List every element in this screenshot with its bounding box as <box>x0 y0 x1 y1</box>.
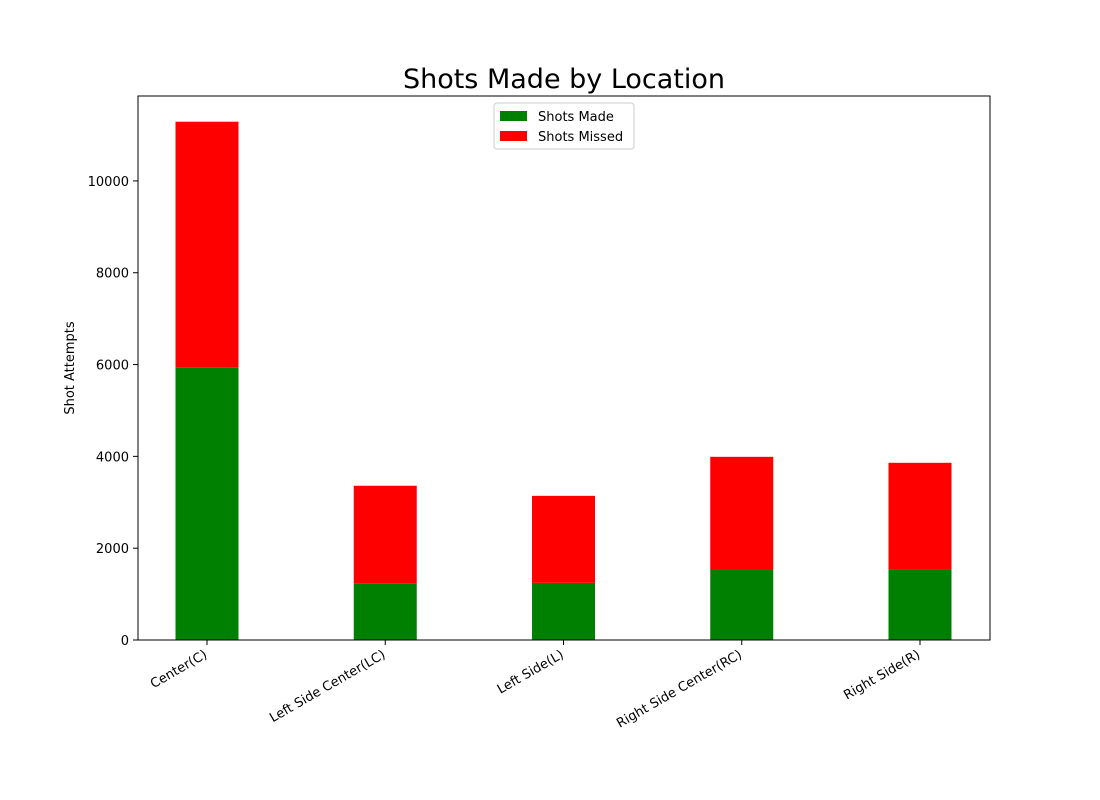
y-tick-label-3: 6000 <box>96 359 129 374</box>
bar-shots-missed-0 <box>175 121 239 368</box>
bar-shots-made-0 <box>175 367 239 640</box>
y-axis-label: Shot Attempts <box>63 321 78 415</box>
bar-shots-made-2 <box>532 582 595 640</box>
x-tick-label-1: Left Side Center(LC) <box>267 647 388 726</box>
y-tick-label-2: 4000 <box>96 450 129 465</box>
legend-swatch-shots-made <box>500 111 527 121</box>
legend-label-shots-missed: Shots Missed <box>538 130 623 145</box>
bar-shots-made-3 <box>710 569 774 640</box>
bar-shots-missed-4 <box>888 462 952 570</box>
chart-title: Shots Made by Location <box>403 64 725 95</box>
bar-shots-missed-2 <box>532 495 595 583</box>
y-tick-label-4: 8000 <box>96 267 129 282</box>
y-tick-label-1: 2000 <box>96 542 129 557</box>
x-tick-label-2: Left Side(L) <box>495 647 567 697</box>
x-tick-label-4: Right Side(R) <box>841 647 923 703</box>
y-tick-label-0: 0 <box>121 634 129 649</box>
bar-shots-missed-1 <box>353 485 417 584</box>
legend: Shots Made Shots Missed <box>493 102 635 150</box>
y-axis-ticks: 0 2000 4000 6000 8000 10000 <box>88 175 138 649</box>
bars-layer <box>175 121 952 640</box>
bar-shots-made-1 <box>353 583 417 640</box>
legend-swatch-shots-missed <box>500 131 527 141</box>
bar-shots-made-4 <box>888 569 952 640</box>
x-axis-ticks: Center(C) Left Side Center(LC) Left Side(L… <box>148 640 923 731</box>
legend-label-shots-made: Shots Made <box>538 110 614 125</box>
x-tick-label-3: Right Side Center(RC) <box>614 647 744 731</box>
bar-shots-missed-3 <box>710 456 774 570</box>
legend-box <box>493 102 635 150</box>
x-tick-label-0: Center(C) <box>148 647 210 691</box>
y-tick-label-5: 10000 <box>88 175 129 190</box>
